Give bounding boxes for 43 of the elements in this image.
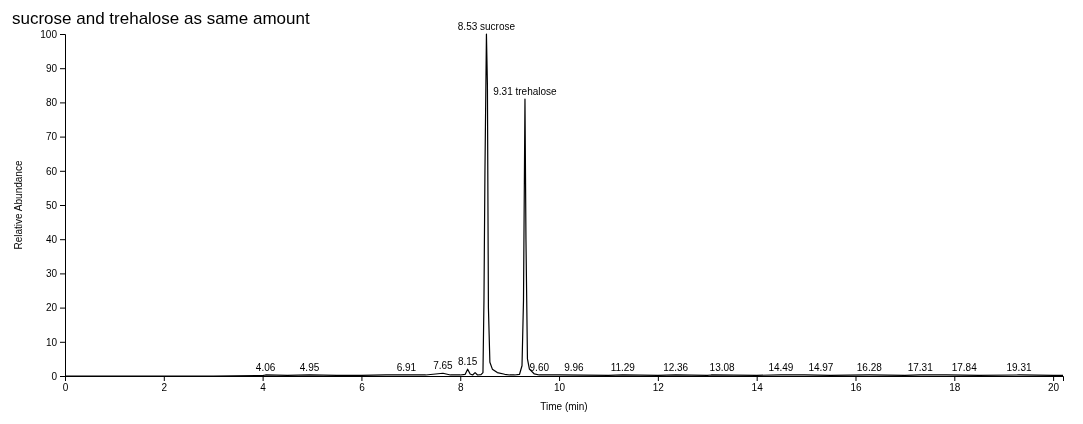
x-tick-label: 10 — [554, 382, 566, 394]
annotation: 19.31 — [1006, 361, 1032, 373]
annotation: 8.53 sucrose — [457, 21, 516, 32]
y-tick-label: 0 — [51, 370, 58, 382]
annotation: 6.91 — [396, 361, 417, 373]
x-tick-label: 0 — [62, 382, 69, 394]
y-tick-label: 30 — [45, 268, 58, 280]
annotation: 7.65 — [433, 360, 454, 372]
y-axis-title: Relative Abundance — [13, 160, 24, 250]
x-tick-label: 2 — [161, 382, 168, 394]
annotation: 4.95 — [299, 361, 320, 373]
annotation: 16.28 — [856, 361, 883, 373]
annotation: 9.60 — [529, 361, 550, 373]
x-tick-label: 6 — [359, 382, 366, 394]
y-tick-label: 60 — [45, 165, 58, 177]
annotation: 17.84 — [951, 361, 978, 373]
y-tick-label: 50 — [45, 199, 58, 211]
annotation: 12.36 — [663, 361, 689, 373]
x-axis-title: Time (min) — [540, 401, 588, 412]
x-tick-label: 20 — [1048, 382, 1060, 394]
x-tick-label: 12 — [652, 382, 665, 394]
chart-title: sucrose and trehalose as same amount — [12, 9, 310, 28]
x-tick-label: 4 — [260, 382, 267, 394]
annotation: 9.31 trehalose — [493, 85, 558, 97]
annotation: 14.49 — [768, 361, 794, 373]
annotation: 14.97 — [808, 361, 834, 373]
x-tick-label: 14 — [751, 382, 764, 394]
annotation: 9.96 — [564, 361, 585, 373]
y-tick-label: 90 — [45, 62, 58, 74]
x-tick-label: 18 — [949, 382, 961, 394]
y-tick-label: 10 — [45, 336, 58, 348]
annotation: 8.15 — [457, 356, 478, 368]
y-tick-label: 80 — [45, 97, 58, 109]
annotation: 11.29 — [610, 361, 636, 373]
y-tick-label: 40 — [45, 233, 58, 245]
annotation: 13.08 — [709, 361, 736, 373]
y-tick-label: 70 — [45, 131, 58, 143]
x-tick-label: 16 — [850, 382, 862, 394]
annotation: 4.06 — [255, 361, 276, 373]
annotation: 17.31 — [907, 361, 934, 373]
y-tick-label: 20 — [45, 302, 58, 314]
x-tick-label: 8 — [457, 382, 464, 394]
y-tick-label: 100 — [40, 28, 58, 40]
